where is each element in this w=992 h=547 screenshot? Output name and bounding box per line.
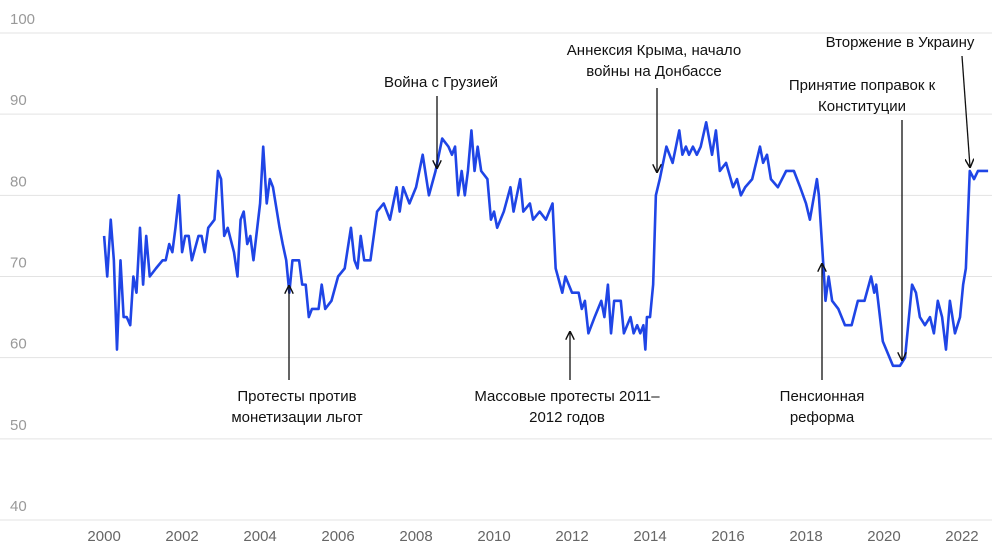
x-tick-label: 2014	[633, 528, 666, 545]
annotation-text: Вторжение в Украину	[826, 34, 975, 51]
y-tick-label: 100	[10, 11, 35, 28]
x-tick-label: 2008	[399, 528, 432, 545]
annotation-text: реформа	[790, 409, 855, 426]
annotation-text: Принятие поправок к	[789, 77, 936, 94]
x-tick-label: 2016	[711, 528, 744, 545]
annotation-text: Война с Грузией	[384, 74, 498, 91]
annotation-text: монетизации льгот	[231, 409, 362, 426]
y-tick-label: 70	[10, 254, 27, 271]
x-tick-label: 2004	[243, 528, 276, 545]
y-tick-label: 40	[10, 498, 27, 515]
x-tick-label: 2012	[555, 528, 588, 545]
annotation-text: Аннексия Крыма, начало	[567, 42, 741, 59]
x-tick-label: 2022	[945, 528, 978, 545]
annotation-text: 2012 годов	[529, 409, 605, 426]
annotation-text: Массовые протесты 2011–	[474, 388, 660, 405]
annotation-text: Конституции	[818, 98, 906, 115]
y-tick-label: 90	[10, 92, 27, 109]
x-tick-label: 2000	[87, 528, 120, 545]
data-line	[102, 120, 989, 368]
y-tick-label: 50	[10, 417, 27, 434]
annotation-text: Протесты против	[237, 388, 356, 405]
x-tick-label: 2020	[867, 528, 900, 545]
x-tick-label: 2018	[789, 528, 822, 545]
y-tick-label: 80	[10, 173, 27, 190]
annotation-text: войны на Донбассе	[586, 63, 721, 80]
x-tick-label: 2002	[165, 528, 198, 545]
annotation-arrow	[961, 55, 970, 167]
y-tick-label: 60	[10, 336, 27, 353]
x-tick-label: 2006	[321, 528, 354, 545]
x-tick-label: 2010	[477, 528, 510, 545]
annotation-text: Пенсионная	[780, 388, 865, 405]
